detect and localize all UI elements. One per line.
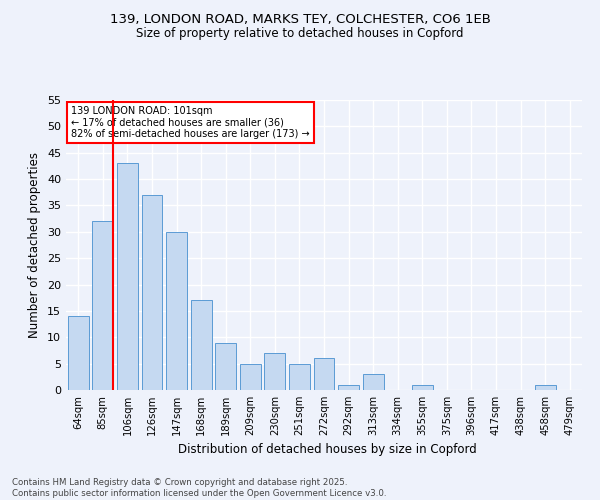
Bar xyxy=(68,316,89,390)
Bar xyxy=(240,364,261,390)
Text: Contains HM Land Registry data © Crown copyright and database right 2025.
Contai: Contains HM Land Registry data © Crown c… xyxy=(12,478,386,498)
Bar xyxy=(412,384,433,390)
Bar xyxy=(535,384,556,390)
Bar xyxy=(338,384,359,390)
Text: Distribution of detached houses by size in Copford: Distribution of detached houses by size … xyxy=(178,442,476,456)
Bar xyxy=(92,222,113,390)
Text: 139 LONDON ROAD: 101sqm
← 17% of detached houses are smaller (36)
82% of semi-de: 139 LONDON ROAD: 101sqm ← 17% of detache… xyxy=(71,106,310,139)
Bar xyxy=(289,364,310,390)
Y-axis label: Number of detached properties: Number of detached properties xyxy=(28,152,41,338)
Bar xyxy=(191,300,212,390)
Text: 139, LONDON ROAD, MARKS TEY, COLCHESTER, CO6 1EB: 139, LONDON ROAD, MARKS TEY, COLCHESTER,… xyxy=(110,12,490,26)
Bar xyxy=(166,232,187,390)
Bar xyxy=(314,358,334,390)
Bar xyxy=(142,195,163,390)
Bar xyxy=(362,374,383,390)
Bar xyxy=(215,342,236,390)
Bar xyxy=(265,353,286,390)
Text: Size of property relative to detached houses in Copford: Size of property relative to detached ho… xyxy=(136,28,464,40)
Bar xyxy=(117,164,138,390)
